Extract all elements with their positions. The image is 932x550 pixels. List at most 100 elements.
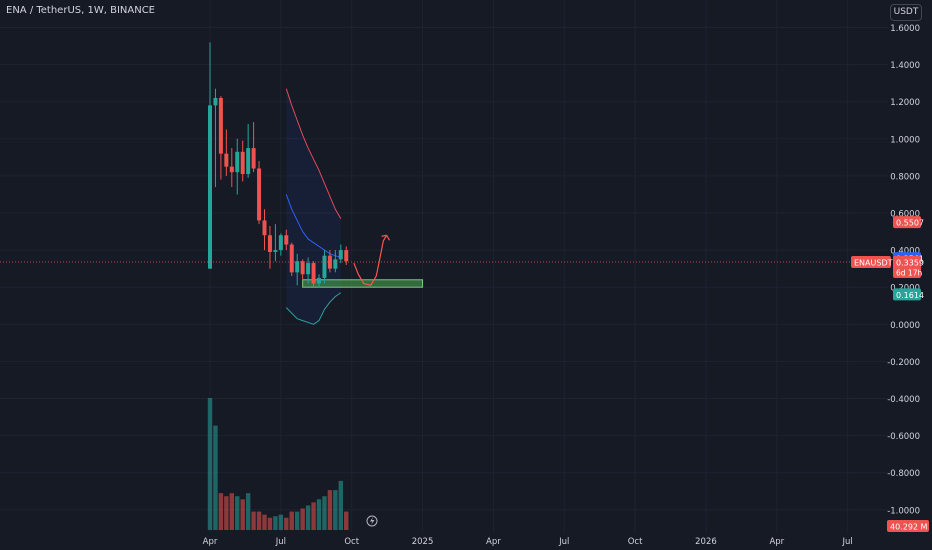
price-label-bg [893, 288, 921, 301]
x-tick-label: 2026 [695, 537, 717, 547]
candle-body [267, 235, 272, 252]
x-tick-label: Apr [203, 537, 218, 547]
lightning-icon [366, 515, 378, 527]
y-tick-label: 0.6000 [890, 210, 920, 220]
countdown-label: 6d 17h [896, 268, 922, 277]
y-tick-label: 0.8000 [890, 172, 920, 182]
candle-body [257, 168, 262, 221]
volume-bar [273, 516, 278, 530]
candle-body [273, 250, 278, 252]
volume-bar [207, 398, 213, 530]
y-tick-label: 0.4000 [890, 247, 920, 257]
currency-button[interactable]: USDT [890, 4, 922, 21]
candle-body [262, 220, 267, 236]
current-price-bg [893, 255, 921, 278]
volume-bar [295, 511, 300, 530]
volume-bar [240, 499, 245, 530]
candle-body [240, 151, 245, 175]
candle-body [295, 261, 300, 273]
volume-bar [229, 493, 234, 530]
volume-bar [338, 480, 343, 530]
volume-bar [213, 425, 218, 530]
candle-body [284, 235, 289, 245]
volume-bar [305, 505, 311, 530]
x-tick-label: Jul [558, 537, 569, 547]
candle-body [246, 148, 251, 175]
symbol-label-bg [851, 255, 891, 268]
price-axis[interactable]: 1.6000 1.4000 1.2000 1.0000 0.8000 0.6000 0.40… [887, 24, 920, 516]
candle-body [306, 263, 311, 275]
candle-body [333, 259, 338, 269]
candlestick-series [208, 42, 349, 288]
projection-arrow [353, 234, 391, 287]
x-tick-label: 2025 [412, 537, 434, 547]
volume-bar [278, 514, 284, 530]
y-tick-label: 1.4000 [890, 61, 920, 71]
y-tick-label: 1.2000 [890, 98, 920, 108]
symbol-label: ENAUSDT [854, 258, 893, 267]
y-tick-label: 0.0000 [890, 321, 920, 331]
support-zone [302, 279, 424, 288]
x-tick-label: Jul [842, 537, 853, 547]
x-tick-label: Apr [769, 537, 784, 547]
volume-bar [224, 496, 229, 530]
volume-bar [316, 499, 322, 530]
candle-body [317, 277, 321, 284]
volume-bars [207, 398, 349, 530]
volume-bar [218, 493, 224, 530]
projection-path [353, 234, 388, 287]
symbol-title[interactable]: ENA / TetherUS, 1W, BINANCE [6, 5, 155, 16]
candle-body [251, 148, 256, 169]
candle-body [338, 250, 343, 260]
volume-bar [262, 514, 267, 530]
volume-bar [333, 490, 338, 530]
lightning-glyph [370, 517, 375, 525]
candle-body [278, 235, 283, 251]
volume-bar [322, 496, 327, 530]
volume-bar [289, 511, 294, 530]
candle-body [229, 166, 234, 173]
chart-grid [0, 0, 888, 532]
volume-bar [311, 502, 316, 530]
volume-bar [327, 490, 333, 530]
candle-body [311, 263, 316, 284]
y-tick-label: -0.8000 [887, 469, 920, 479]
candle-body [327, 255, 332, 269]
x-tick-label: Jul [275, 537, 286, 547]
y-tick-label: -0.2000 [887, 358, 920, 368]
volume-bar [251, 511, 256, 530]
volume-bar [245, 493, 251, 530]
candle-body [289, 244, 294, 273]
candle-body [218, 97, 223, 154]
candle-body [322, 255, 327, 278]
bollinger-bands [285, 88, 342, 325]
time-axis[interactable]: Apr Jul Oct 2025 Apr Jul Oct 2026 Apr Jul [203, 537, 853, 547]
price-label: 0.1614 [896, 291, 924, 300]
volume-bar [235, 496, 240, 530]
candle-body [224, 153, 229, 167]
volume-max-label: 40.292 M [890, 523, 928, 532]
band-lower-line [285, 292, 342, 325]
price-label-bg [893, 216, 921, 229]
band-fill [286, 88, 341, 325]
y-tick-label: -0.4000 [887, 395, 920, 405]
volume-bar [300, 508, 305, 530]
price-label: 0.5507 [896, 219, 924, 228]
candle-body [235, 151, 240, 173]
candle-body [208, 105, 212, 269]
candle-body [300, 261, 305, 275]
band-upper-line [285, 88, 342, 219]
volume-bar [344, 511, 349, 530]
volume-label-bg [887, 520, 929, 532]
x-tick-label: Oct [628, 537, 643, 547]
y-tick-label: 1.6000 [890, 24, 920, 34]
current-price-label: 0.3359 [896, 258, 924, 267]
y-tick-label: -0.6000 [887, 432, 920, 442]
candle-body [344, 250, 349, 262]
volume-bar [256, 511, 262, 530]
volume-bar [284, 517, 289, 530]
band-middle-line [285, 194, 341, 258]
projection-arrowhead [381, 234, 391, 241]
